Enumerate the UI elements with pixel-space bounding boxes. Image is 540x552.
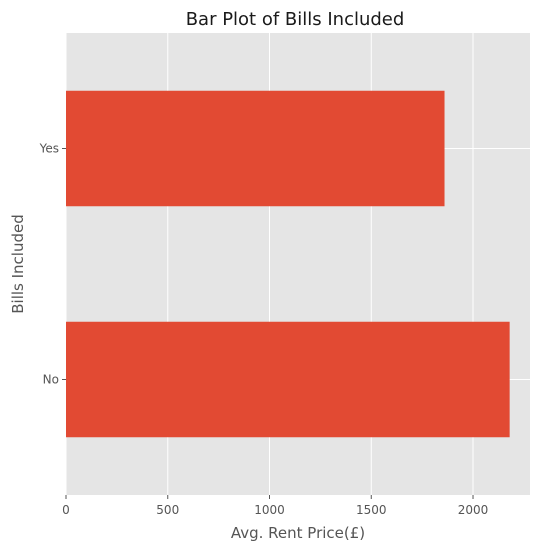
bars — [66, 90, 510, 438]
x-tick-label: 2000 — [458, 503, 489, 517]
y-axis-ticks: No Yes — [39, 142, 66, 387]
bar-yes — [66, 90, 445, 207]
x-tick-label: 1000 — [254, 503, 285, 517]
x-tick-label: 1500 — [356, 503, 387, 517]
x-tick-label: 0 — [62, 503, 70, 517]
bar-no — [66, 321, 510, 438]
y-tick-label: Yes — [39, 142, 59, 156]
x-axis-ticks: 0 500 1000 1500 2000 — [62, 495, 488, 517]
y-axis-label: Bills Included — [9, 214, 27, 314]
chart-title: Bar Plot of Bills Included — [186, 9, 405, 30]
x-tick-label: 500 — [156, 503, 179, 517]
y-tick-label: No — [43, 373, 59, 387]
x-axis-label: Avg. Rent Price(£) — [231, 524, 365, 542]
